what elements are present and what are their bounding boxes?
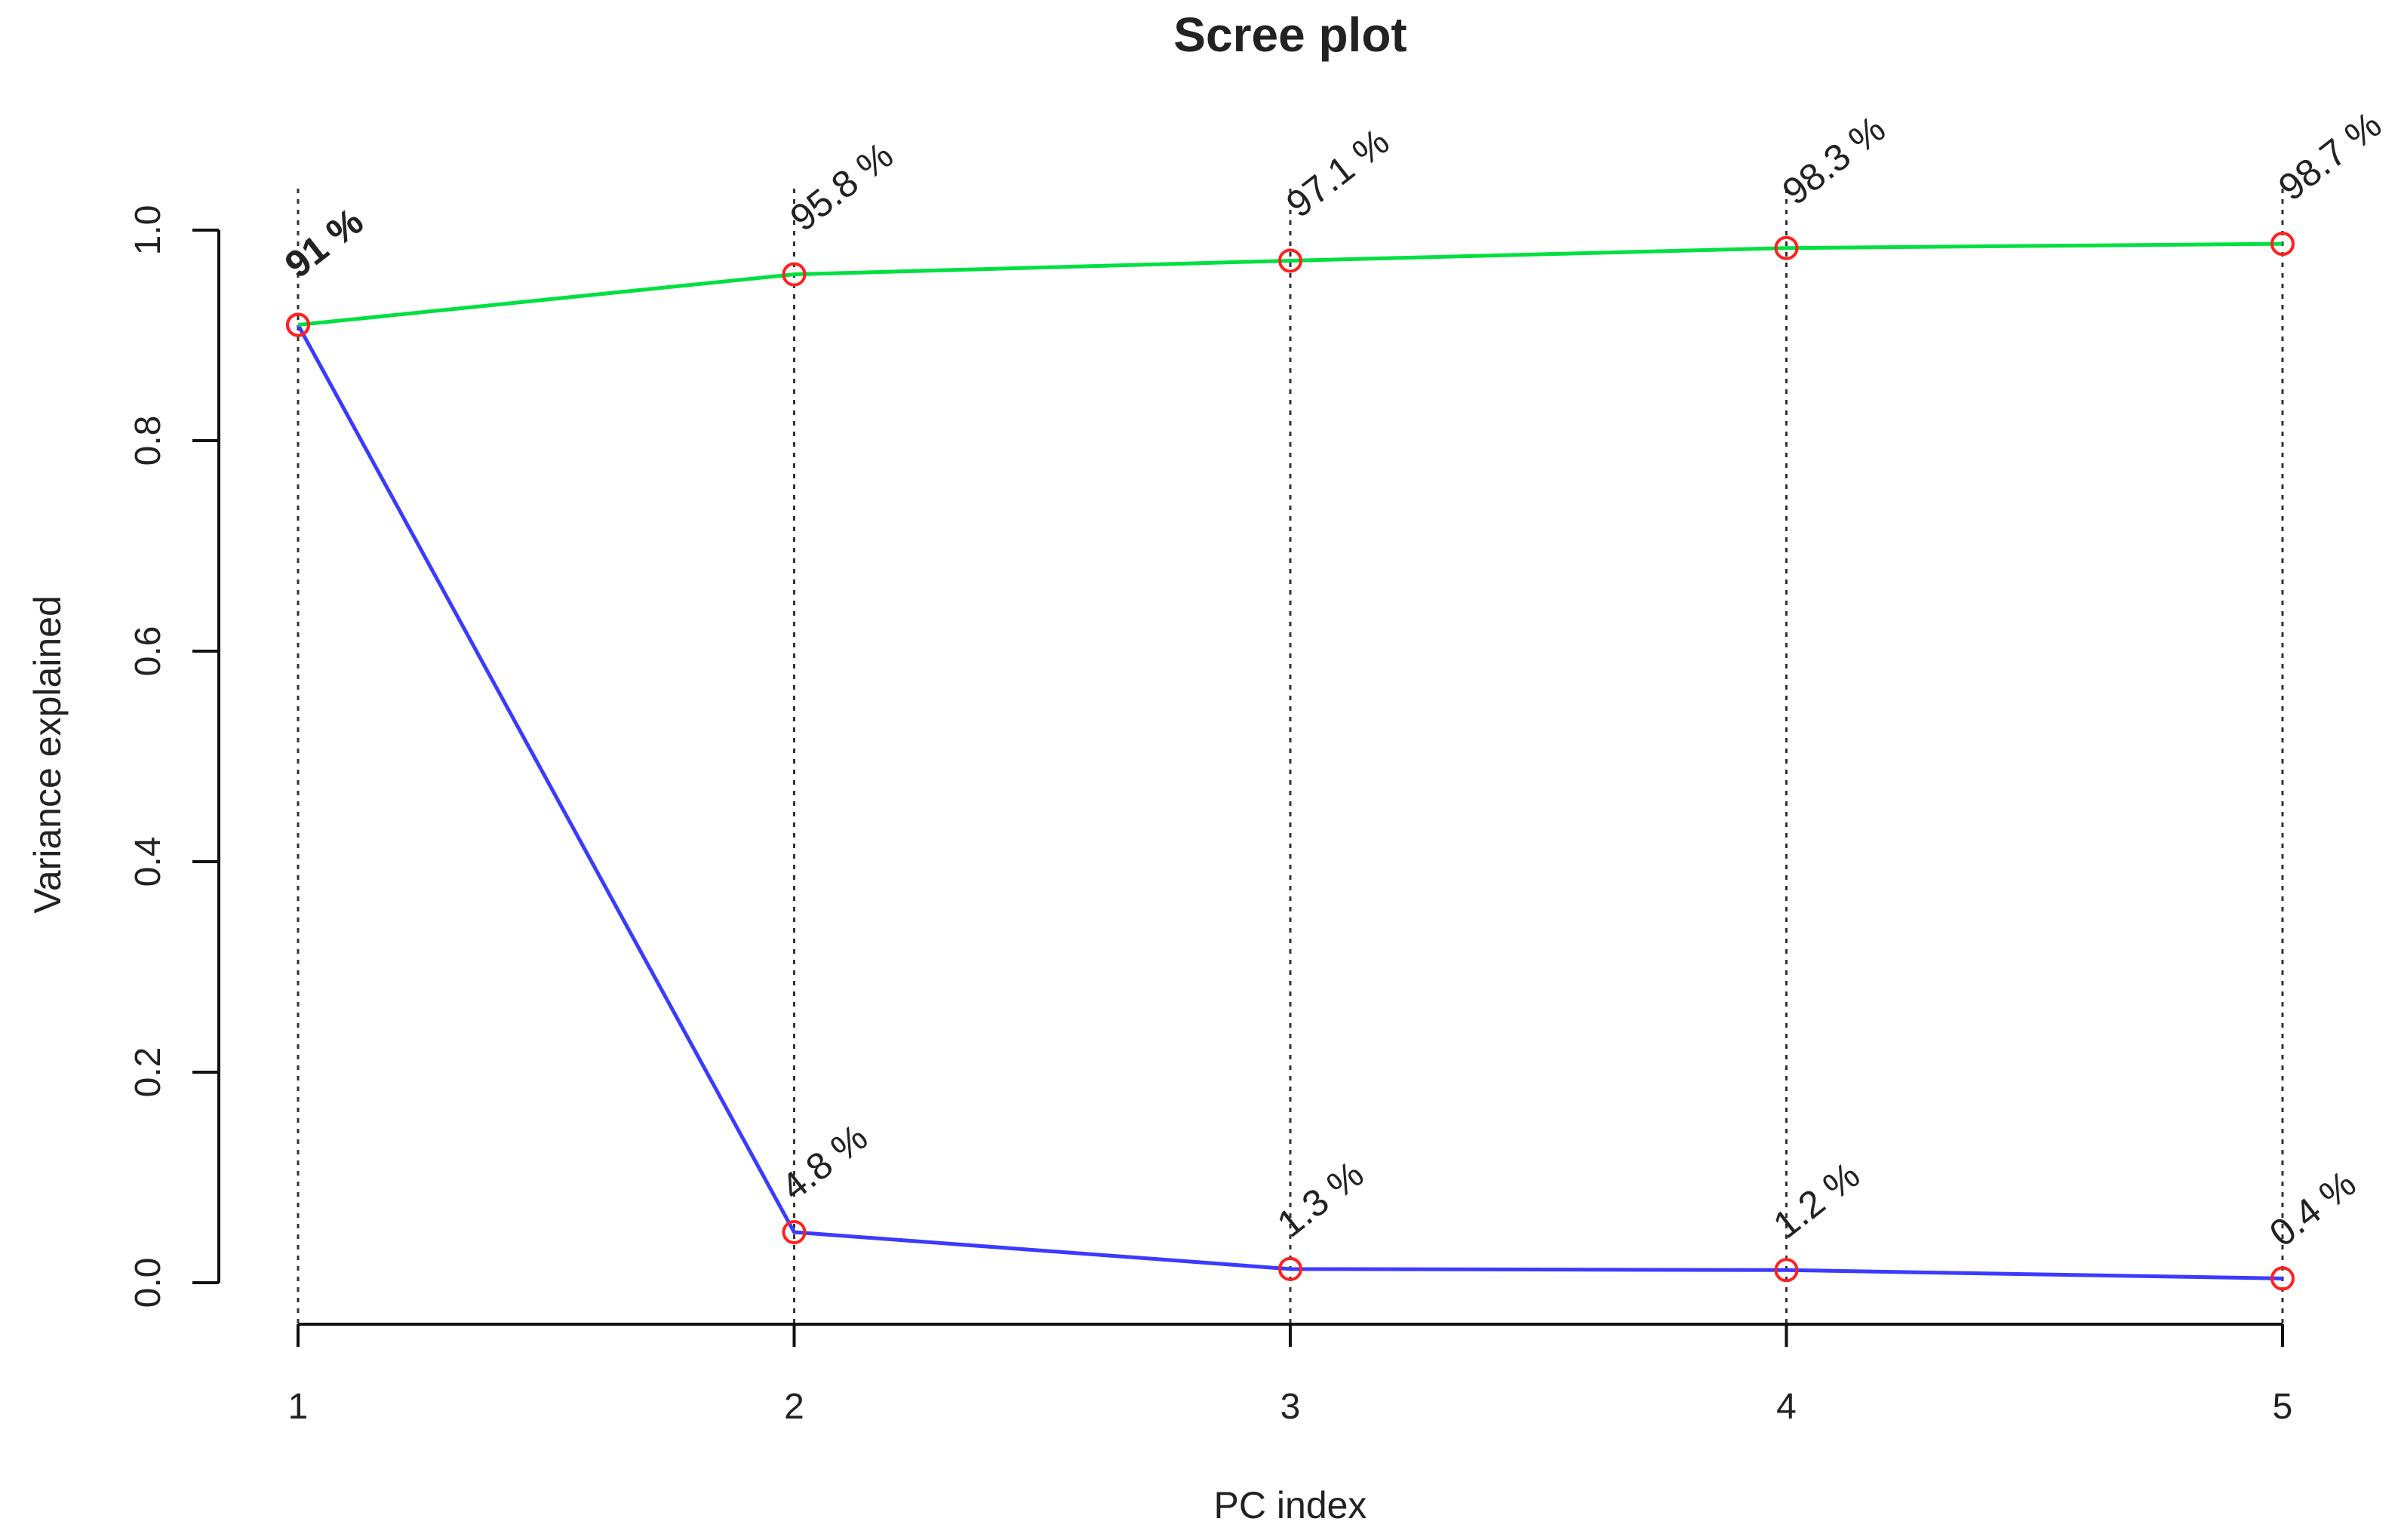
data-label-series-1-pc-2: 4.8 % — [773, 1116, 875, 1209]
chart-title: Scree plot — [1173, 8, 1406, 62]
series-line-2 — [297, 241, 2283, 327]
x-tick-label: 4 — [1776, 1387, 1797, 1427]
data-labels: 91 %4.8 % 1.3 % 1.2 % 0.4 %91 %95.8 % 97.1 %… — [277, 103, 2389, 1255]
data-point-series-1-pc-5 — [2270, 1266, 2295, 1291]
grid-lines — [297, 189, 2284, 1324]
data-label-series-2-pc-2: 95.8 % — [782, 134, 901, 239]
data-label-series-2-pc-5: 98.7 % — [2270, 103, 2389, 209]
x-tick-label: 3 — [1280, 1387, 1301, 1427]
data-label-series-1-pc-5: 0.4 % — [2261, 1162, 2363, 1255]
data-point-series-1-pc-2 — [782, 1220, 807, 1245]
y-tick-label: 0.4 — [128, 837, 168, 887]
y-tick-label: 0.6 — [128, 626, 168, 677]
y-axis-label: Variance explained — [26, 595, 69, 914]
data-point-series-2-pc-3 — [1278, 248, 1302, 273]
data-markers — [286, 232, 2295, 1291]
data-point-series-2-pc-2 — [782, 262, 807, 287]
series-line-1 — [296, 324, 2283, 1280]
x-tick-label: 5 — [2273, 1387, 2293, 1427]
x-tick-label: 2 — [784, 1387, 804, 1427]
data-label-series-2-pc-4: 98.3 % — [1775, 107, 1893, 213]
data-point-series-2-pc-4 — [1774, 235, 1799, 260]
y-tick-label: 0.0 — [128, 1258, 168, 1308]
data-point-series-1-pc-3 — [1278, 1256, 1302, 1281]
data-point-series-1-pc-4 — [1774, 1258, 1799, 1283]
data-label-series-1-pc-4: 1.2 % — [1766, 1154, 1868, 1246]
x-axis-label: PC index — [1214, 1484, 1367, 1526]
data-point-series-2-pc-5 — [2270, 232, 2295, 257]
data-label-series-2-pc-3: 97.1 % — [1278, 120, 1397, 226]
axes: 1 2 3 4 5 0.0 0.2 0.4 0.6 0.8 1.0 — [128, 205, 2292, 1427]
y-tick-label: 0.2 — [128, 1047, 168, 1098]
x-tick-label: 1 — [288, 1387, 309, 1427]
y-tick-label: 0.8 — [128, 416, 168, 466]
y-tick-label: 1.0 — [128, 205, 168, 256]
series-lines — [296, 241, 2283, 1280]
data-point-series-2-pc-1 — [286, 312, 310, 337]
data-label-series-2-pc-1: 91 % — [277, 200, 370, 286]
data-label-series-1-pc-3: 1.3 % — [1269, 1153, 1371, 1246]
